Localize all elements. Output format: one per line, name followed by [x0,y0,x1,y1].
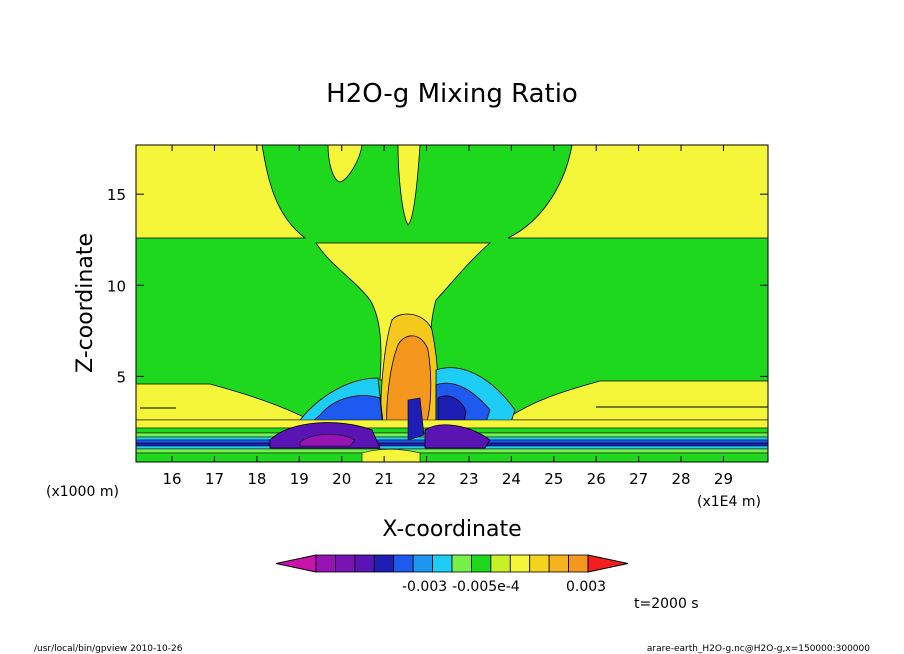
contour-yellow-surface-center [361,448,421,463]
colorbar-arrow-min [275,554,317,573]
contour-yellow-upper-right [507,144,769,239]
colorbar-swatch [393,554,414,573]
band-lightgreen-2 [135,448,769,454]
colorbar [275,554,629,573]
x-tick-label: 16 [163,470,182,488]
plot-frame [135,144,769,463]
footer-right: arare-earth_H2O-g.nc@H2O-g,x=150000:3000… [647,644,870,654]
colorbar-label-mid: -0.005e-4 [452,579,520,595]
colorbar-swatch [548,554,569,573]
colorbar-swatch [373,554,395,573]
colorbar-swatch [509,554,531,573]
colorbar-swatch [432,554,453,573]
y-axis: 5 10 15 [107,186,768,386]
x-tick-label: 21 [375,470,394,488]
x-axis: 16 17 18 19 20 21 22 23 24 25 26 27 28 29 [163,145,733,488]
colorbar-label-max: 0.003 [566,579,606,595]
y-tick-label: 5 [116,368,126,386]
x-tick-label: 28 [672,470,691,488]
x-tick-label: 22 [417,470,436,488]
y-tick-label: 10 [107,277,126,295]
contour-yellow-upper-left [135,144,307,239]
y-multiplier-label: (x1000 m) [46,484,119,500]
colorbar-label-min: -0.003 [402,579,447,595]
x-tick-label: 23 [459,470,478,488]
x-tick-label: 24 [502,470,521,488]
colorbar-swatch [315,554,336,573]
colorbar-swatch [471,554,492,573]
chart-title: H2O-g Mixing Ratio [326,79,578,109]
contour-purple-left [299,433,356,447]
contour-indigo-right [424,424,491,449]
band-green-bottom [135,452,769,463]
x-tick-label: 25 [544,470,563,488]
colorbar-arrow-max [587,554,629,573]
x-axis-label: X-coordinate [382,517,521,542]
y-axis-label: Z-coordinate [73,233,98,373]
colorbar-swatch [568,554,589,573]
x-tick-label: 19 [290,470,309,488]
colorbar-swatch [412,554,433,573]
contour-yellow-upper-mid2 [397,144,421,226]
footer-left: /usr/local/bin/gpview 2010-10-26 [34,644,183,654]
time-annotation: t=2000 s [634,596,699,612]
x-tick-label: 17 [205,470,224,488]
contour-darkblue-core [407,397,425,441]
y-tick-label: 15 [107,186,126,204]
colorbar-swatch [335,554,356,573]
colorbar-swatch [354,554,375,573]
contour-yellow-upper-mid [327,144,363,183]
x-tick-label: 20 [332,470,351,488]
colorbar-swatch [451,554,472,573]
x-tick-label: 18 [247,470,266,488]
x-tick-label: 29 [714,470,733,488]
plot-area [135,144,769,463]
colorbar-swatch [529,554,550,573]
x-tick-label: 27 [629,470,648,488]
x-tick-label: 26 [587,470,606,488]
colorbar-swatch [490,554,511,573]
x-multiplier-label: (x1E4 m) [697,494,761,510]
